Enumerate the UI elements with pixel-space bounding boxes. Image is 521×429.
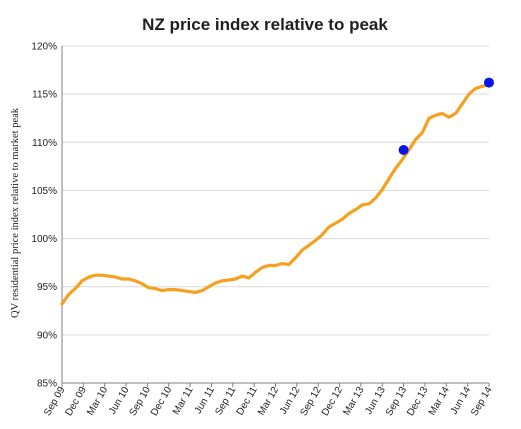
axes (61, 46, 490, 387)
highlight-markers (398, 77, 494, 155)
y-tick-label: 90% (37, 330, 57, 341)
chart-title: NZ price index relative to peak (142, 15, 388, 34)
highlight-point (484, 77, 494, 88)
y-tick-label: 105% (31, 186, 57, 197)
y-tick-label: 110% (32, 138, 57, 149)
y-tick-label: 95% (37, 282, 57, 293)
series-line (60, 82, 491, 306)
y-tick-label: 100% (31, 234, 57, 245)
gridlines (62, 45, 489, 384)
y-tick-label: 85% (37, 379, 57, 390)
y-tick-label: 115% (32, 90, 57, 101)
y-tick-labels: 85% 90% 95% 100% 105% 110% 115% 120% (31, 42, 57, 390)
series-layer (60, 82, 491, 306)
y-tick-label: 120% (31, 42, 57, 53)
y-axis-label: QV residential price index relative to m… (10, 107, 21, 318)
highlight-point (398, 144, 409, 155)
